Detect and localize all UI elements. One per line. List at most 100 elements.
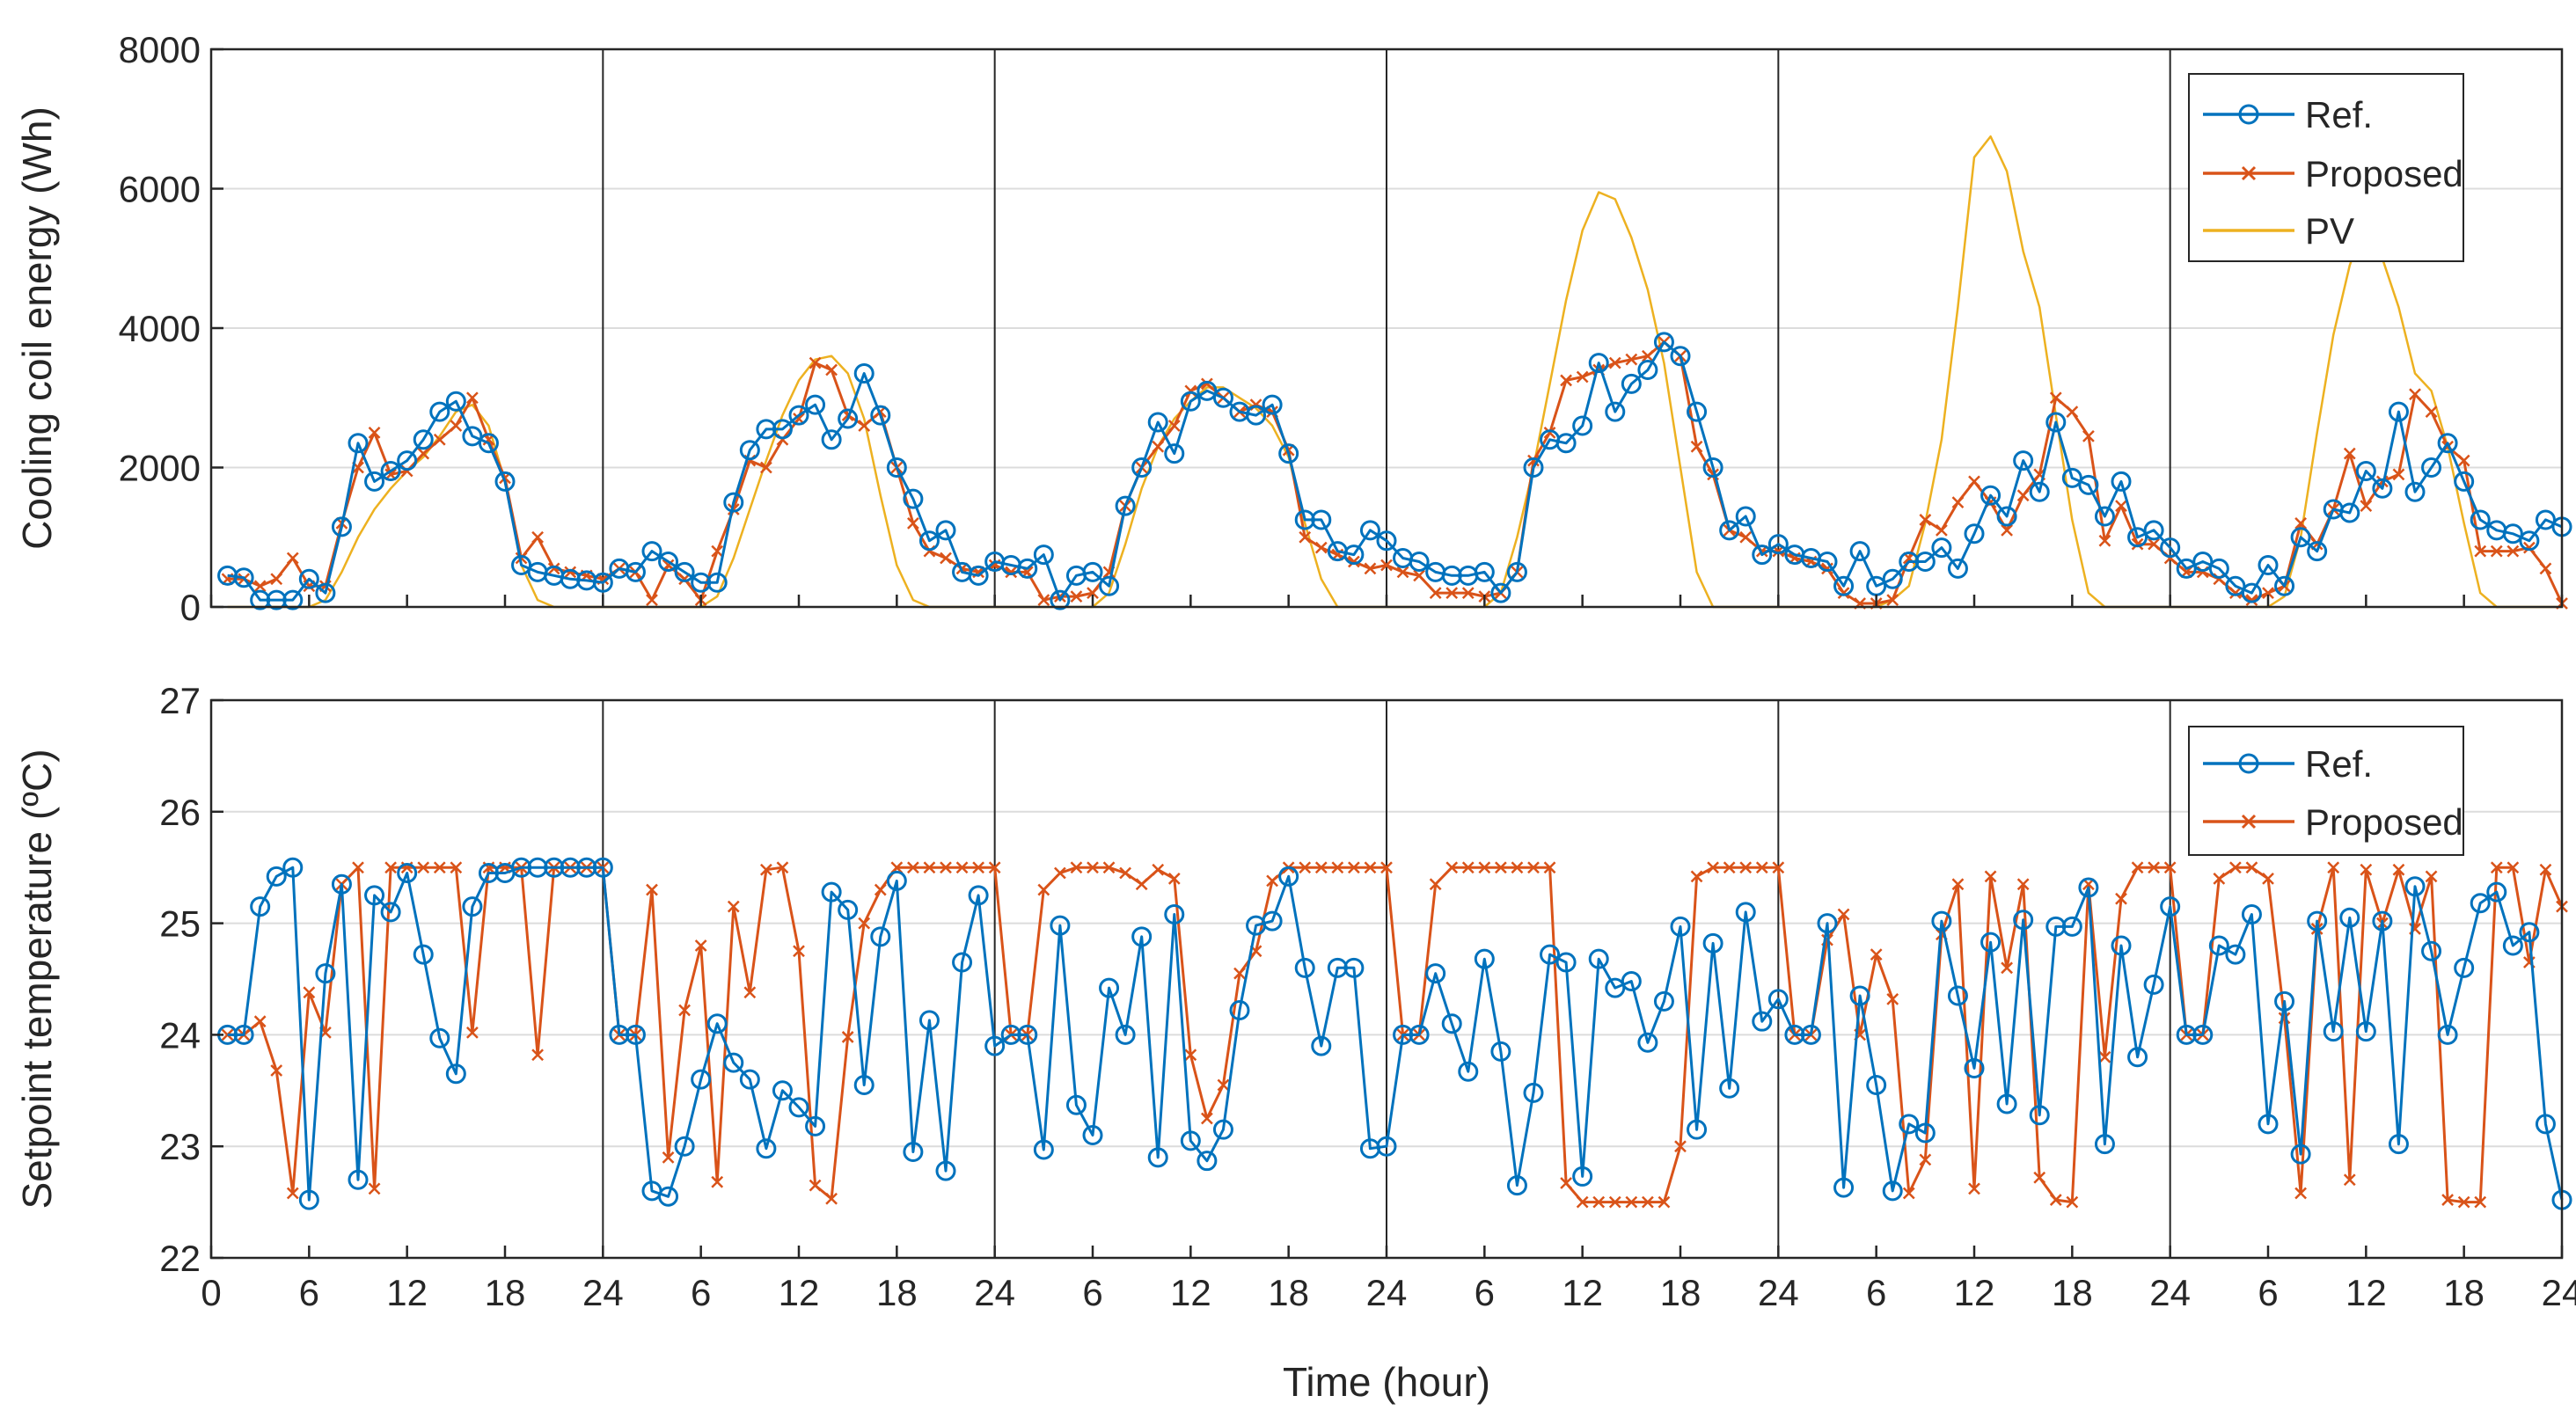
setpoint-proposed-point	[2049, 1194, 2062, 1206]
energy-proposed-point	[1070, 590, 1083, 603]
setpoint-ref-point	[2502, 935, 2523, 956]
setpoint-ref-point	[1555, 952, 1577, 973]
energy-ref-point	[1490, 582, 1511, 603]
setpoint-ref-point	[2143, 974, 2164, 995]
setpoint-ref-point	[1082, 1125, 1103, 1146]
energy-proposed-point	[1152, 440, 1165, 453]
setpoint-proposed-point	[972, 861, 984, 874]
setpoint-proposed-point	[286, 1187, 299, 1200]
energy-ref-point	[1376, 530, 1397, 552]
energy-ref-point	[674, 561, 695, 582]
setpoint-proposed-point	[1364, 861, 1377, 874]
setpoint-proposed-point	[1102, 861, 1116, 874]
setpoint-proposed-point	[2343, 1173, 2356, 1187]
energy-ref-point	[1702, 457, 1723, 478]
setpoint-ref-point	[1735, 902, 1756, 923]
energy-ref-point	[658, 551, 679, 572]
energy-ref-point	[1849, 541, 1870, 562]
energy-proposed-point	[1625, 353, 1638, 366]
time-x-tick-label: 6	[2258, 1272, 2278, 1313]
energy-proposed-point	[1299, 530, 1312, 544]
setpoint-ref-point	[1490, 1041, 1511, 1062]
setpoint-ref-point	[805, 1115, 826, 1136]
setpoint-ref-point	[2404, 876, 2426, 897]
energy-proposed-point	[286, 552, 299, 565]
setpoint-ref-point	[918, 1010, 940, 1031]
energy-ref-point	[1262, 394, 1283, 415]
setpoint-proposed-point	[2262, 872, 2274, 885]
setpoint-ref-point	[429, 1027, 450, 1049]
energy-ref-point	[886, 457, 907, 478]
energy-proposed-point	[1837, 587, 1850, 600]
energy-x-ticks	[209, 595, 2564, 607]
setpoint-ref-point	[2307, 910, 2328, 932]
energy-ref-point	[2127, 527, 2148, 548]
setpoint-proposed-point	[1984, 870, 1997, 883]
energy-proposed-point	[2506, 544, 2520, 558]
setpoint-ref-point	[625, 1024, 646, 1045]
time-x-tick-label: 6	[691, 1272, 711, 1313]
setpoint-proposed-point	[940, 861, 952, 874]
energy-ref-point	[706, 572, 728, 593]
setpoint-chart-panel: 22 23 24 25 26 27 0 6 12 18 24 6 12 18 24 6 12 18 24 6 12 18…	[14, 680, 2576, 1405]
setpoint-proposed-point	[1314, 861, 1328, 874]
setpoint-ref-point	[1588, 948, 1609, 969]
setpoint-proposed-point	[433, 861, 446, 874]
setpoint-proposed-point	[1348, 861, 1360, 874]
energy-proposed-point	[1087, 587, 1099, 600]
setpoint-ref-point	[1572, 1166, 1593, 1187]
setpoint-proposed-point	[2474, 1195, 2487, 1209]
energy-proposed-point	[2229, 587, 2242, 600]
energy-ref-point	[2013, 450, 2034, 471]
energy-ref-point	[1931, 537, 1952, 559]
setpoint-proposed-point	[1608, 1195, 1621, 1209]
setpoint-ref-point	[2192, 1024, 2214, 1045]
setpoint-ref-point	[1964, 1057, 1985, 1078]
setpoint-proposed-point	[874, 883, 887, 896]
setpoint-proposed-point	[368, 1182, 381, 1195]
energy-ref-point	[282, 589, 304, 610]
energy-ref-point	[1555, 433, 1577, 454]
energy-ref-point	[445, 391, 466, 412]
energy-ref-point	[2111, 471, 2132, 492]
setpoint-proposed-point	[384, 861, 397, 874]
time-x-axis-label: Time (hour)	[1283, 1359, 1490, 1405]
energy-proposed-point	[1951, 496, 1965, 509]
time-x-tick-label: 12	[1954, 1272, 1995, 1313]
energy-ref-point	[1017, 558, 1038, 579]
energy-proposed-point	[2098, 534, 2111, 547]
setpoint-y-tick-label: 26	[159, 792, 201, 833]
energy-proposed-point	[2409, 388, 2421, 401]
energy-proposed-point	[2360, 500, 2373, 512]
energy-ref-point	[1964, 523, 1985, 544]
energy-ref-point	[1588, 353, 1609, 374]
setpoint-proposed-point	[1902, 1187, 1915, 1200]
energy-ref-point	[494, 471, 516, 492]
energy-ref-point	[2176, 558, 2197, 579]
setpoint-proposed-point	[2016, 878, 2030, 891]
setpoint-ref-point	[756, 1138, 777, 1159]
setpoint-y-tick-label: 22	[159, 1238, 201, 1279]
time-x-tick-label: 24	[2542, 1272, 2576, 1313]
setpoint-ref-point	[2470, 893, 2491, 914]
energy-proposed-point	[531, 530, 544, 544]
setpoint-proposed-point	[303, 986, 316, 999]
energy-ref-point	[592, 572, 613, 593]
setpoint-proposed-point	[825, 1192, 838, 1205]
energy-ref-point	[870, 405, 891, 426]
setpoint-proposed-point	[1201, 1112, 1213, 1125]
setpoint-ref-point	[886, 870, 907, 891]
setpoint-proposed-point	[1870, 948, 1883, 961]
setpoint-proposed-point	[2441, 1194, 2454, 1206]
energy-proposed-point	[2066, 406, 2079, 418]
energy-ref-point	[397, 450, 418, 471]
setpoint-ref-point	[1262, 910, 1283, 932]
setpoint-ref-point	[266, 866, 287, 887]
setpoint-ref-point	[2127, 1047, 2148, 1068]
energy-ref-point	[2225, 575, 2246, 596]
setpoint-legend-ref-label: Ref.	[2305, 743, 2373, 785]
setpoint-series	[217, 857, 2572, 1210]
energy-ref-point	[1653, 332, 1674, 353]
setpoint-ref-point	[2029, 1105, 2050, 1126]
energy-proposed-point	[2343, 447, 2356, 460]
